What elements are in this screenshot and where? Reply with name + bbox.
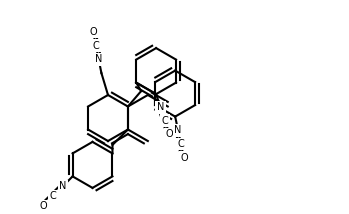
Text: N: N — [174, 125, 182, 135]
Text: C: C — [178, 139, 184, 149]
Text: O: O — [165, 129, 173, 139]
Text: O: O — [89, 27, 97, 37]
Text: O: O — [39, 201, 47, 211]
Text: N: N — [59, 181, 66, 191]
Text: C: C — [92, 40, 99, 51]
Text: C: C — [162, 116, 168, 126]
Text: O: O — [180, 153, 188, 163]
Text: C: C — [50, 191, 56, 201]
Text: N: N — [157, 102, 164, 112]
Text: N: N — [95, 54, 102, 64]
